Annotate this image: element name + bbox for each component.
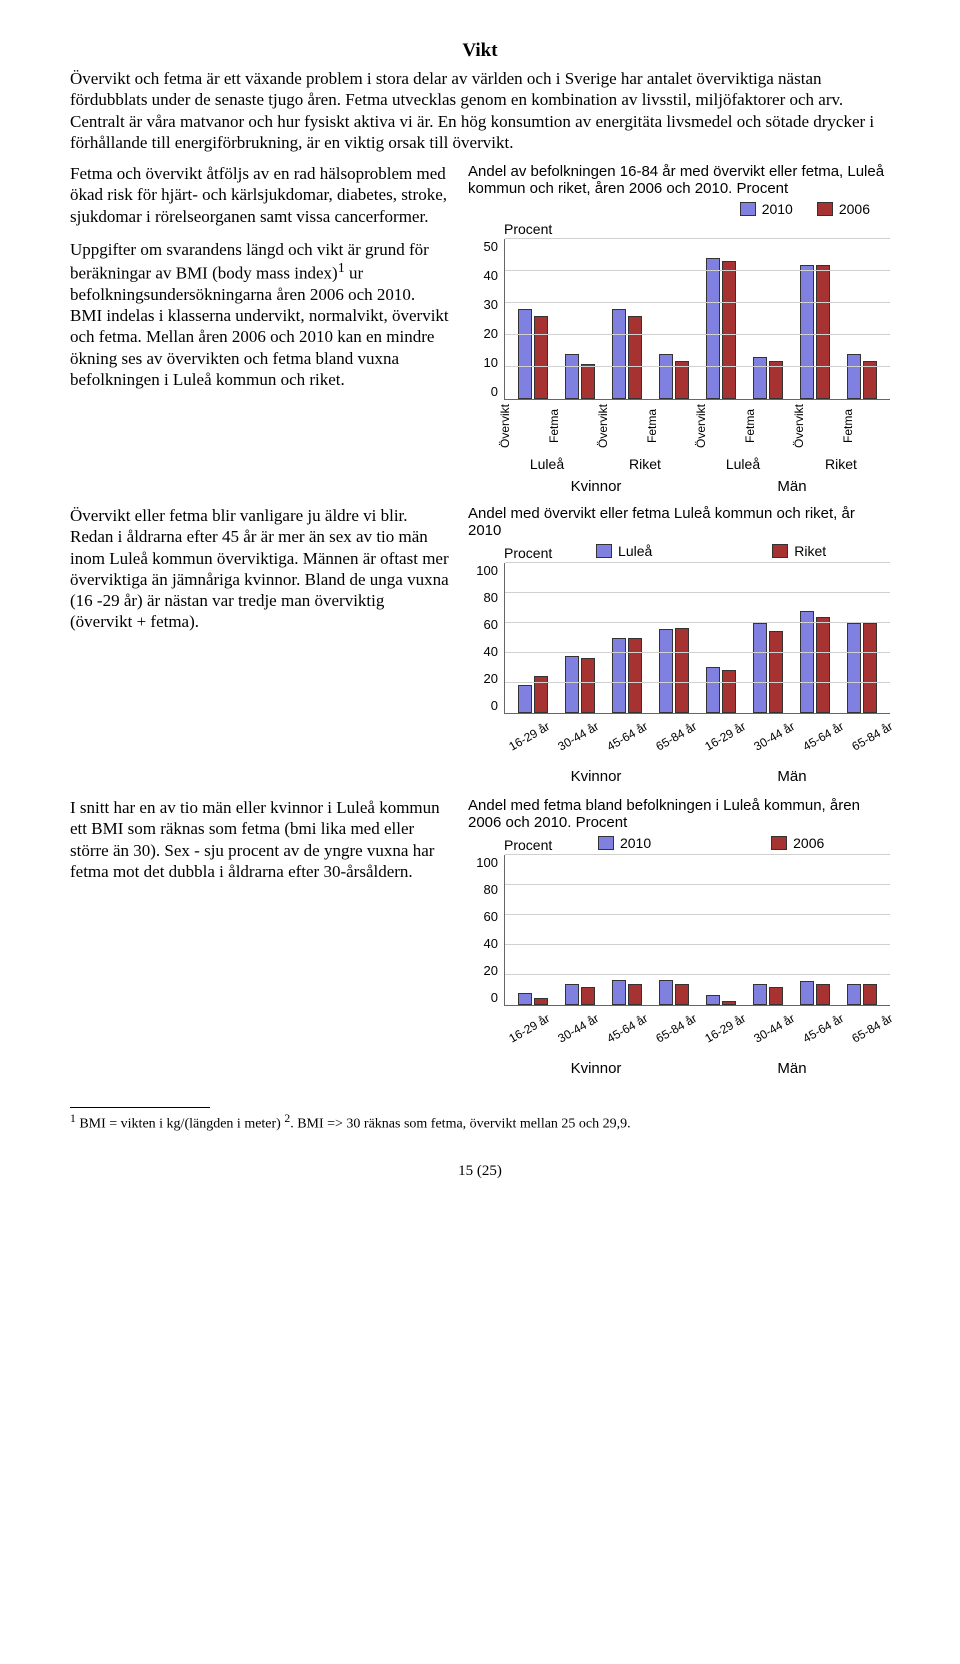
bar bbox=[800, 981, 814, 1005]
bar bbox=[847, 623, 861, 713]
bar bbox=[518, 993, 532, 1005]
bar bbox=[612, 638, 626, 713]
chart-2-x-labels: 16-29 år30-44 år45-64 år65-84 år16-29 år… bbox=[468, 718, 890, 762]
legend-swatch-b-icon bbox=[817, 202, 833, 216]
bar bbox=[581, 987, 595, 1005]
bar bbox=[565, 656, 579, 713]
bar bbox=[706, 258, 720, 399]
legend-swatch-a-icon bbox=[596, 544, 612, 558]
bar bbox=[706, 667, 720, 714]
text-column-3: I snitt har en av tio män eller kvinnor … bbox=[70, 797, 450, 1077]
legend-swatch-a-icon bbox=[740, 202, 756, 216]
paragraph-3: Övervikt eller fetma blir vanligare ju ä… bbox=[70, 505, 450, 633]
chart-3-plot bbox=[504, 855, 890, 1006]
chart-1: Andel av befolkningen 16-84 år med överv… bbox=[468, 163, 890, 495]
bar bbox=[534, 998, 548, 1006]
chart-2-plot bbox=[504, 563, 890, 714]
legend-swatch-a-icon bbox=[598, 836, 614, 850]
bar bbox=[581, 364, 595, 399]
bar bbox=[565, 984, 579, 1005]
chart-1-legend: 2010 2006 bbox=[468, 201, 890, 217]
chart-2-legend: Luleå Riket bbox=[552, 543, 890, 559]
bar bbox=[800, 265, 814, 399]
bar bbox=[612, 980, 626, 1006]
chart-2-y-axis: 100806040200 bbox=[468, 563, 504, 713]
bar bbox=[863, 984, 877, 1005]
footnote: 1 BMI = vikten i kg/(längden i meter) 2.… bbox=[70, 1112, 890, 1133]
chart-1-x-labels: ÖverviktFetmaÖverviktFetmaÖverviktFetmaÖ… bbox=[468, 404, 890, 448]
bar bbox=[518, 685, 532, 714]
paragraph-2: Uppgifter om svarandens längd och vikt ä… bbox=[70, 239, 450, 390]
bar bbox=[863, 623, 877, 713]
footnote-rule bbox=[70, 1107, 210, 1108]
bar bbox=[659, 980, 673, 1006]
bar bbox=[518, 309, 532, 399]
paragraph-4: I snitt har en av tio män eller kvinnor … bbox=[70, 797, 450, 882]
chart-1-plot bbox=[504, 239, 890, 400]
chart-2-title: Andel med övervikt eller fetma Luleå kom… bbox=[468, 505, 890, 539]
bar bbox=[847, 984, 861, 1005]
row-2: Övervikt eller fetma blir vanligare ju ä… bbox=[70, 505, 890, 785]
bar bbox=[800, 611, 814, 713]
bar bbox=[659, 629, 673, 713]
bar bbox=[659, 354, 673, 399]
bar bbox=[581, 658, 595, 714]
bar bbox=[722, 1001, 736, 1006]
row-3: I snitt har en av tio män eller kvinnor … bbox=[70, 797, 890, 1077]
bar bbox=[706, 995, 720, 1006]
chart-1-y-label: Procent bbox=[504, 221, 890, 237]
page-number: 15 (25) bbox=[70, 1163, 890, 1180]
chart-1-title: Andel av befolkningen 16-84 år med överv… bbox=[468, 163, 890, 197]
bar bbox=[722, 670, 736, 714]
chart-3-legend: 2010 2006 bbox=[552, 835, 890, 851]
bar bbox=[628, 316, 642, 399]
bar bbox=[675, 984, 689, 1005]
text-column-1: Fetma och övervikt åtföljs av en rad häl… bbox=[70, 163, 450, 495]
bar bbox=[847, 354, 861, 399]
chart-3: Andel med fetma bland befolkningen i Lul… bbox=[468, 797, 890, 1077]
bar bbox=[753, 623, 767, 713]
page-title: Vikt bbox=[70, 40, 890, 62]
bar bbox=[565, 354, 579, 399]
bar bbox=[628, 984, 642, 1005]
bar bbox=[534, 316, 548, 399]
bar bbox=[612, 309, 626, 399]
bar bbox=[753, 984, 767, 1005]
chart-1-y-axis: 50403020100 bbox=[468, 239, 504, 399]
chart-3-y-axis: 100806040200 bbox=[468, 855, 504, 1005]
bar bbox=[816, 984, 830, 1005]
bar bbox=[753, 357, 767, 399]
chart-2-y-label: Procent bbox=[504, 545, 552, 561]
legend-swatch-b-icon bbox=[771, 836, 787, 850]
text-column-2: Övervikt eller fetma blir vanligare ju ä… bbox=[70, 505, 450, 785]
chart-1-mid-groups: LuleåRiketLuleåRiket bbox=[468, 456, 890, 472]
paragraph-1: Fetma och övervikt åtföljs av en rad häl… bbox=[70, 163, 450, 227]
chart-3-x-labels: 16-29 år30-44 år45-64 år65-84 år16-29 år… bbox=[468, 1010, 890, 1054]
chart-3-y-label: Procent bbox=[504, 837, 552, 853]
intro-paragraph: Övervikt och fetma är ett växande proble… bbox=[70, 68, 890, 153]
legend-swatch-b-icon bbox=[772, 544, 788, 558]
bar bbox=[675, 628, 689, 714]
bar bbox=[816, 265, 830, 399]
row-1: Fetma och övervikt åtföljs av en rad häl… bbox=[70, 163, 890, 495]
bar bbox=[722, 261, 736, 399]
bar bbox=[769, 987, 783, 1005]
chart-3-title: Andel med fetma bland befolkningen i Lul… bbox=[468, 797, 890, 831]
chart-2: Andel med övervikt eller fetma Luleå kom… bbox=[468, 505, 890, 785]
chart-1-big-groups: KvinnorMän bbox=[468, 478, 890, 495]
bar bbox=[769, 631, 783, 714]
bar bbox=[816, 617, 830, 713]
bar bbox=[628, 638, 642, 713]
